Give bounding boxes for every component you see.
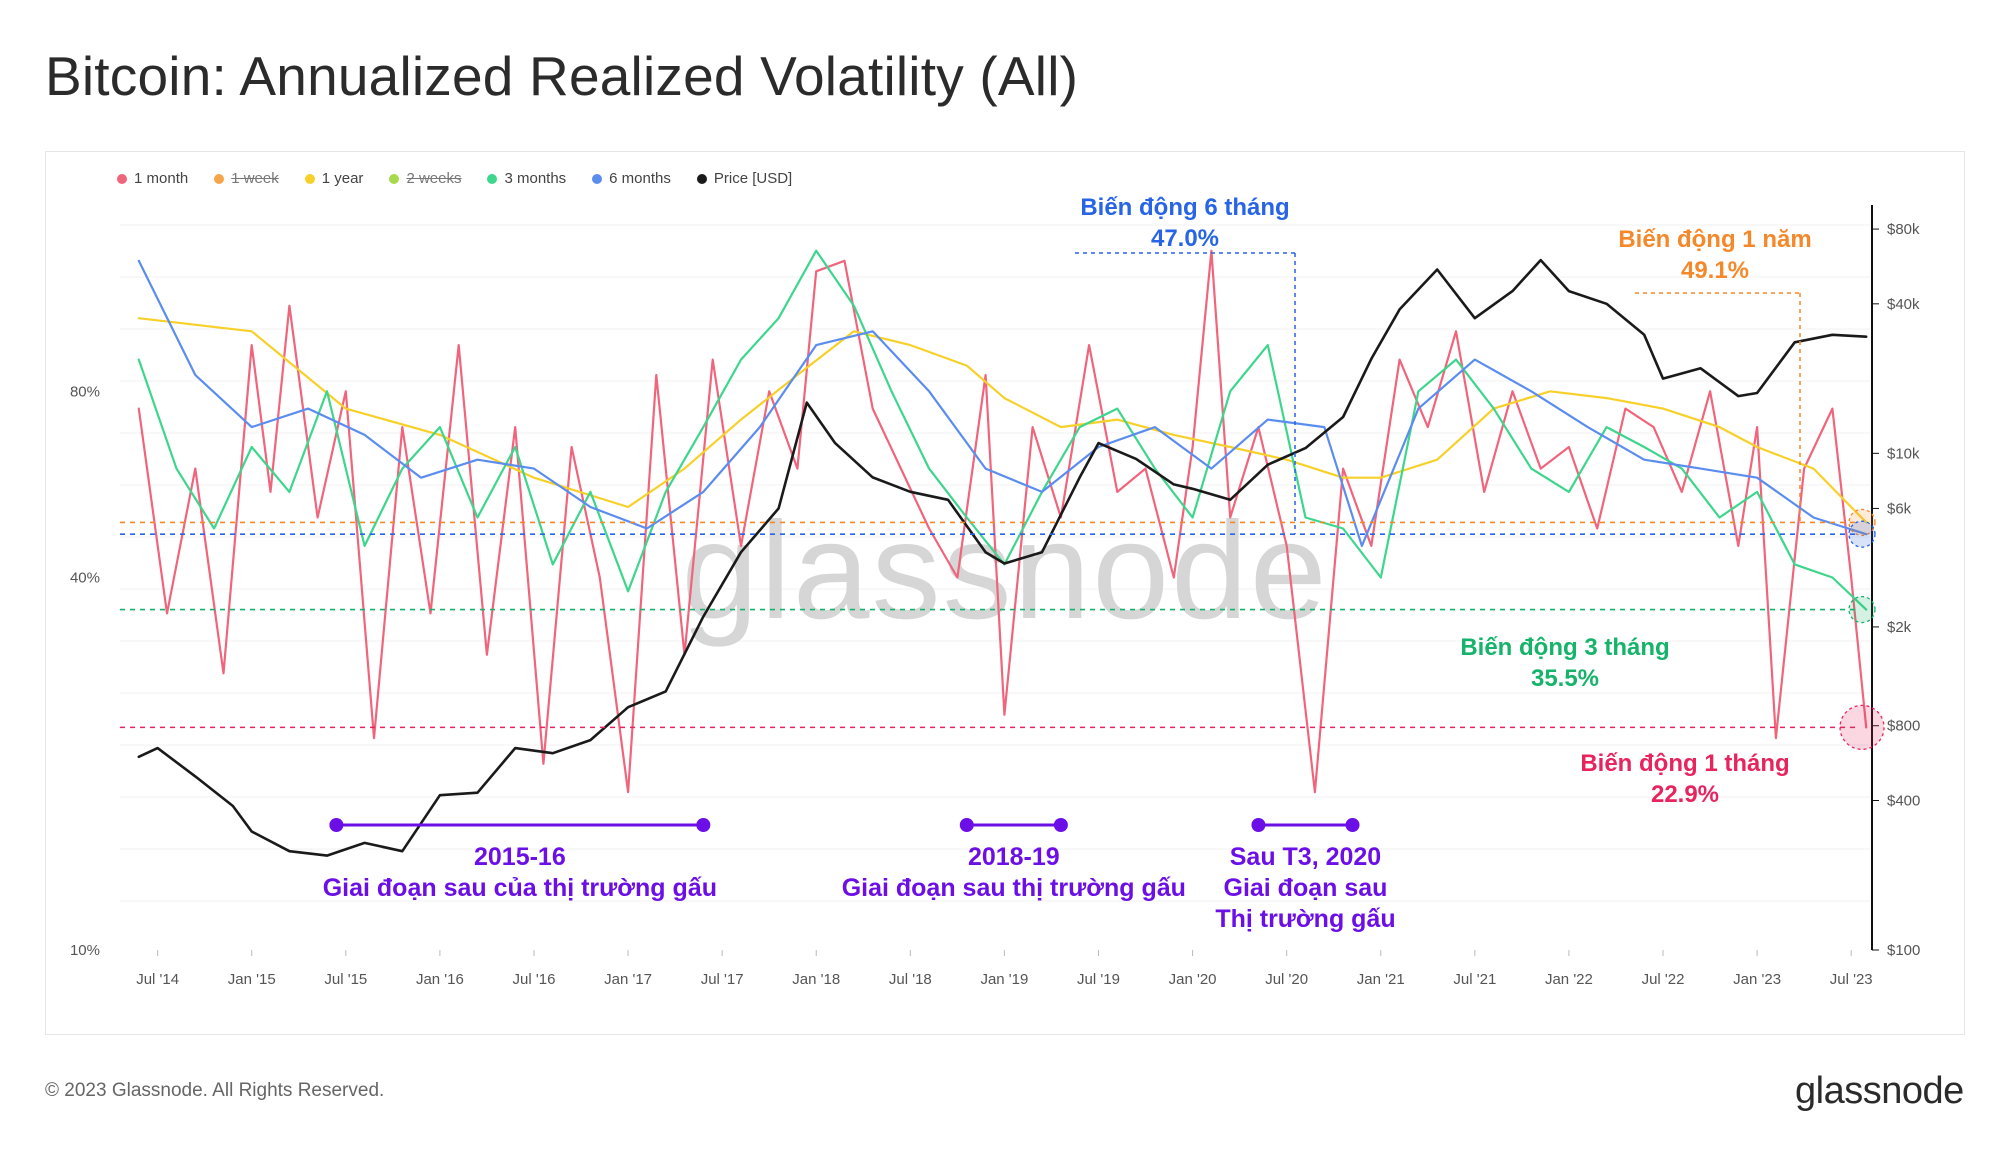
callout-value: 22.9% <box>1651 781 1719 808</box>
x-tick-label: Jul '18 <box>889 971 932 988</box>
period-end-dot <box>1053 818 1068 832</box>
page-title: Bitcoin: Annualized Realized Volatility … <box>45 45 1079 107</box>
legend-label: 6 months <box>609 170 671 187</box>
period-start-dot <box>329 818 344 832</box>
x-tick-label: Jul '23 <box>1830 971 1873 988</box>
x-tick-label: Jul '19 <box>1077 971 1120 988</box>
callout-title: Biến động 1 năm <box>1618 226 1811 253</box>
callout-title: Biến động 6 tháng <box>1080 194 1289 221</box>
y-right-tick-label: $6k <box>1887 500 1912 517</box>
y-right-tick-label: $10k <box>1887 445 1920 462</box>
x-tick-label: Jul '22 <box>1642 971 1685 988</box>
legend-dot-icon <box>389 173 400 184</box>
x-tick-label: Jan '17 <box>604 971 652 988</box>
y-right-tick-label: $2k <box>1887 619 1912 636</box>
period-label: Giai đoạn sau của thị trường gấu <box>323 874 717 902</box>
series-line-6-months <box>137 259 1868 548</box>
y-left-tick-label: 80% <box>70 383 100 400</box>
period-end-dot <box>1345 818 1360 832</box>
callout-value: 47.0% <box>1151 225 1219 252</box>
legend-item-1-year[interactable]: 1 year <box>304 170 364 187</box>
legend-item-6-months[interactable]: 6 months <box>592 170 671 187</box>
callout-title: Biến động 1 tháng <box>1580 750 1789 777</box>
series-line-1-year <box>137 317 1868 524</box>
legend-item-1-month[interactable]: 1 month <box>117 170 188 187</box>
callout-value: 35.5% <box>1531 665 1599 692</box>
endpoint-marker <box>1848 520 1876 548</box>
legend-item-3-months[interactable]: 3 months <box>487 170 566 187</box>
chart-legend: 1 month 1 week 1 year 2 weeks 3 months 6… <box>117 170 792 187</box>
legend-dot-icon <box>117 173 127 184</box>
chart-panel <box>45 151 1965 1035</box>
callout-value: 49.1% <box>1681 257 1749 284</box>
x-tick-label: Jul '21 <box>1453 971 1496 988</box>
x-tick-label: Jan '22 <box>1545 971 1593 988</box>
period-label: 2015-16 <box>474 843 566 871</box>
period-label: Giai đoạn sau thị trường gấu <box>842 874 1186 902</box>
period-start-dot <box>959 818 974 832</box>
x-tick-label: Jan '23 <box>1733 971 1781 988</box>
endpoint-marker <box>1848 595 1876 624</box>
y-left-tick-label: 40% <box>70 570 100 587</box>
legend-dot-icon <box>487 173 498 184</box>
period-label: Thị trường gấu <box>1215 905 1395 933</box>
x-tick-label: Jan '21 <box>1357 971 1405 988</box>
y-right-tick-label: $40k <box>1887 296 1920 313</box>
callout-title: Biến động 3 tháng <box>1460 634 1669 661</box>
endpoint-marker <box>1839 704 1885 751</box>
x-tick-label: Jan '15 <box>228 971 276 988</box>
x-tick-label: Jul '17 <box>701 971 744 988</box>
x-tick-label: Jul '16 <box>513 971 556 988</box>
y-left-tick-label: 10% <box>70 942 100 959</box>
legend-dot-icon <box>592 173 603 184</box>
glassnode-logo: glassnode <box>1795 1070 1964 1112</box>
period-label: Giai đoạn sau <box>1224 874 1388 902</box>
y-right-tick-label: $400 <box>1887 792 1920 809</box>
period-start-dot <box>1251 818 1266 832</box>
legend-item-1-week[interactable]: 1 week <box>214 170 279 187</box>
x-tick-label: Jan '20 <box>1169 971 1217 988</box>
x-tick-label: Jul '14 <box>136 971 179 988</box>
x-tick-label: Jan '19 <box>980 971 1028 988</box>
legend-label: 3 months <box>504 170 567 187</box>
period-label: Sau T3, 2020 <box>1230 843 1381 871</box>
series-line-1-month <box>137 249 1868 794</box>
legend-dot-icon <box>304 173 315 184</box>
x-tick-label: Jan '16 <box>416 971 464 988</box>
x-tick-label: Jan '18 <box>792 971 840 988</box>
legend-label: Price [USD] <box>713 170 793 187</box>
legend-dot-icon <box>214 173 225 184</box>
legend-label: 1 year <box>321 170 364 187</box>
y-right-tick-label: $800 <box>1887 718 1920 735</box>
y-right-tick-label: $80k <box>1887 221 1920 238</box>
endpoint-marker <box>1848 508 1876 537</box>
legend-label: 1 month <box>134 170 189 187</box>
legend-label: 2 weeks <box>406 170 462 187</box>
y-right-tick-label: $100 <box>1887 942 1920 959</box>
period-end-dot <box>696 818 711 832</box>
x-tick-label: Jul '20 <box>1265 971 1308 988</box>
legend-dot-icon <box>696 173 707 184</box>
period-label: 2018-19 <box>968 843 1060 871</box>
legend-label: 1 week <box>231 170 279 187</box>
x-tick-label: Jul '15 <box>324 971 367 988</box>
series-line-price-usd- <box>137 258 1868 857</box>
copyright-text: © 2023 Glassnode. All Rights Reserved. <box>45 1080 385 1101</box>
legend-item-2-weeks[interactable]: 2 weeks <box>389 170 461 187</box>
watermark-text: glassnode <box>681 494 1328 648</box>
legend-item-price[interactable]: Price [USD] <box>696 170 793 187</box>
